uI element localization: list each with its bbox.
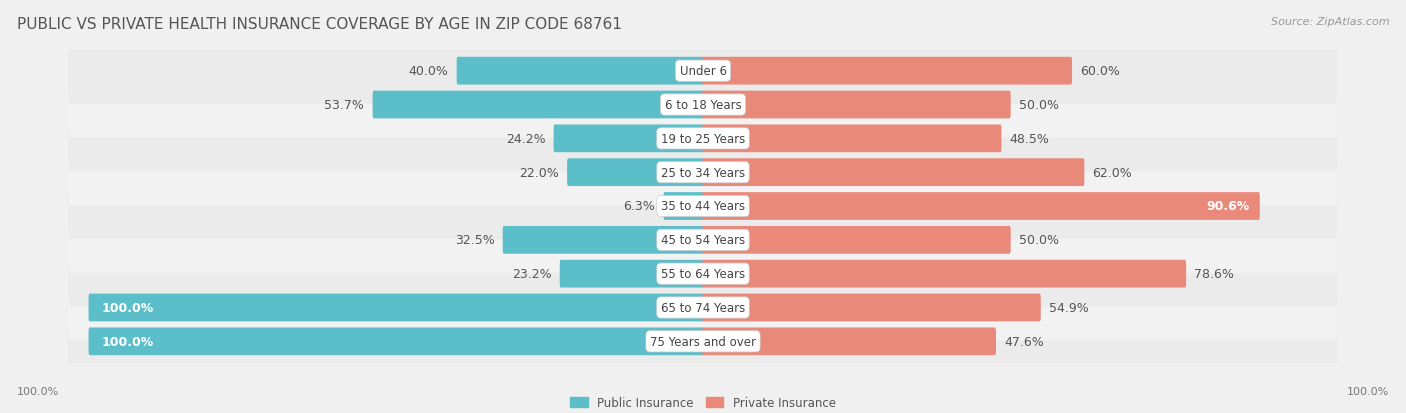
Text: 23.2%: 23.2%	[512, 268, 551, 280]
Text: 53.7%: 53.7%	[325, 99, 364, 112]
FancyBboxPatch shape	[457, 58, 704, 85]
FancyBboxPatch shape	[702, 294, 1040, 322]
FancyBboxPatch shape	[702, 159, 1084, 187]
Text: 78.6%: 78.6%	[1195, 268, 1234, 280]
FancyBboxPatch shape	[702, 58, 1071, 85]
Text: 62.0%: 62.0%	[1092, 166, 1132, 179]
FancyBboxPatch shape	[702, 328, 995, 355]
Text: 100.0%: 100.0%	[101, 301, 155, 314]
FancyBboxPatch shape	[67, 140, 1339, 206]
FancyBboxPatch shape	[67, 106, 1339, 172]
Text: PUBLIC VS PRIVATE HEALTH INSURANCE COVERAGE BY AGE IN ZIP CODE 68761: PUBLIC VS PRIVATE HEALTH INSURANCE COVER…	[17, 17, 621, 31]
Text: 54.9%: 54.9%	[1049, 301, 1088, 314]
Text: 6 to 18 Years: 6 to 18 Years	[665, 99, 741, 112]
FancyBboxPatch shape	[503, 226, 704, 254]
FancyBboxPatch shape	[67, 309, 1339, 375]
Text: 75 Years and over: 75 Years and over	[650, 335, 756, 348]
Text: 60.0%: 60.0%	[1080, 65, 1121, 78]
Text: 65 to 74 Years: 65 to 74 Years	[661, 301, 745, 314]
Text: 45 to 54 Years: 45 to 54 Years	[661, 234, 745, 247]
FancyBboxPatch shape	[67, 72, 1339, 138]
FancyBboxPatch shape	[67, 38, 1339, 104]
Text: 50.0%: 50.0%	[1019, 99, 1059, 112]
Text: 35 to 44 Years: 35 to 44 Years	[661, 200, 745, 213]
Text: Source: ZipAtlas.com: Source: ZipAtlas.com	[1271, 17, 1389, 26]
FancyBboxPatch shape	[554, 125, 704, 153]
Text: 19 to 25 Years: 19 to 25 Years	[661, 133, 745, 145]
Text: 55 to 64 Years: 55 to 64 Years	[661, 268, 745, 280]
Text: 100.0%: 100.0%	[17, 387, 59, 396]
FancyBboxPatch shape	[560, 260, 704, 288]
FancyBboxPatch shape	[67, 173, 1339, 240]
Text: 50.0%: 50.0%	[1019, 234, 1059, 247]
Text: 48.5%: 48.5%	[1010, 133, 1050, 145]
FancyBboxPatch shape	[702, 192, 1260, 221]
FancyBboxPatch shape	[702, 125, 1001, 153]
Text: 47.6%: 47.6%	[1004, 335, 1045, 348]
Text: 6.3%: 6.3%	[623, 200, 655, 213]
FancyBboxPatch shape	[89, 328, 704, 355]
FancyBboxPatch shape	[67, 207, 1339, 273]
Text: 90.6%: 90.6%	[1206, 200, 1250, 213]
Text: 22.0%: 22.0%	[519, 166, 558, 179]
Text: 100.0%: 100.0%	[1347, 387, 1389, 396]
Text: 100.0%: 100.0%	[101, 335, 155, 348]
FancyBboxPatch shape	[67, 241, 1339, 307]
Text: 25 to 34 Years: 25 to 34 Years	[661, 166, 745, 179]
Text: Under 6: Under 6	[679, 65, 727, 78]
FancyBboxPatch shape	[702, 226, 1011, 254]
Text: 32.5%: 32.5%	[454, 234, 495, 247]
Text: 24.2%: 24.2%	[506, 133, 546, 145]
FancyBboxPatch shape	[702, 91, 1011, 119]
FancyBboxPatch shape	[89, 294, 704, 322]
Text: 40.0%: 40.0%	[409, 65, 449, 78]
FancyBboxPatch shape	[664, 192, 704, 221]
FancyBboxPatch shape	[567, 159, 704, 187]
FancyBboxPatch shape	[702, 260, 1187, 288]
FancyBboxPatch shape	[373, 91, 704, 119]
FancyBboxPatch shape	[67, 275, 1339, 341]
Legend: Public Insurance, Private Insurance: Public Insurance, Private Insurance	[565, 391, 841, 413]
